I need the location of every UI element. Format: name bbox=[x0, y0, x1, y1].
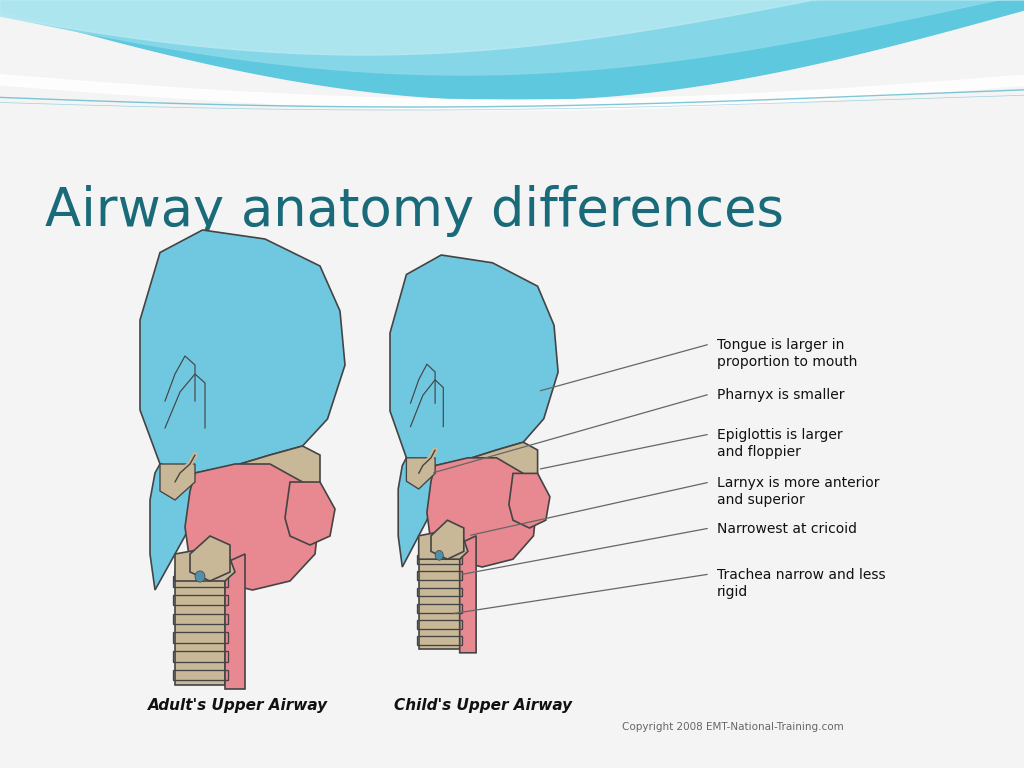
Polygon shape bbox=[407, 458, 435, 489]
Bar bbox=[417, 604, 462, 613]
Text: Copyright 2008 EMT-National-Training.com: Copyright 2008 EMT-National-Training.com bbox=[622, 722, 844, 732]
Polygon shape bbox=[190, 536, 230, 581]
Bar bbox=[417, 571, 462, 581]
Text: Airway anatomy differences: Airway anatomy differences bbox=[45, 185, 784, 237]
Bar bbox=[172, 576, 227, 587]
Polygon shape bbox=[175, 545, 234, 581]
Polygon shape bbox=[234, 446, 319, 500]
Bar bbox=[172, 614, 227, 624]
Polygon shape bbox=[427, 458, 538, 567]
Ellipse shape bbox=[195, 571, 205, 582]
Polygon shape bbox=[160, 464, 195, 500]
Bar bbox=[417, 637, 462, 645]
Bar bbox=[417, 588, 462, 597]
Text: Child's Upper Airway: Child's Upper Airway bbox=[394, 698, 572, 713]
Polygon shape bbox=[150, 464, 195, 590]
Bar bbox=[172, 651, 227, 661]
Polygon shape bbox=[509, 473, 550, 528]
Polygon shape bbox=[285, 482, 335, 545]
Bar bbox=[417, 620, 462, 629]
Text: Trachea narrow and less
rigid: Trachea narrow and less rigid bbox=[717, 568, 886, 599]
Text: Epiglottis is larger
and floppier: Epiglottis is larger and floppier bbox=[717, 428, 843, 459]
Text: Narrowest at cricoid: Narrowest at cricoid bbox=[717, 522, 857, 536]
Bar bbox=[417, 555, 462, 564]
Polygon shape bbox=[185, 464, 319, 590]
Polygon shape bbox=[140, 230, 345, 473]
Text: Larnyx is more anterior
and superior: Larnyx is more anterior and superior bbox=[717, 476, 880, 508]
Bar bbox=[419, 551, 460, 649]
Bar bbox=[172, 670, 227, 680]
Bar bbox=[172, 595, 227, 605]
Text: Tongue is larger in
proportion to mouth: Tongue is larger in proportion to mouth bbox=[717, 338, 857, 369]
Polygon shape bbox=[398, 458, 435, 567]
Text: Adult's Upper Airway: Adult's Upper Airway bbox=[148, 698, 328, 713]
Polygon shape bbox=[419, 528, 468, 559]
Polygon shape bbox=[431, 520, 464, 559]
Ellipse shape bbox=[435, 551, 443, 560]
Bar bbox=[172, 633, 227, 643]
Polygon shape bbox=[390, 255, 558, 465]
Polygon shape bbox=[468, 442, 538, 489]
Polygon shape bbox=[460, 536, 476, 653]
Text: Pharnyx is smaller: Pharnyx is smaller bbox=[717, 388, 845, 402]
Polygon shape bbox=[225, 554, 245, 689]
Bar bbox=[175, 572, 225, 684]
